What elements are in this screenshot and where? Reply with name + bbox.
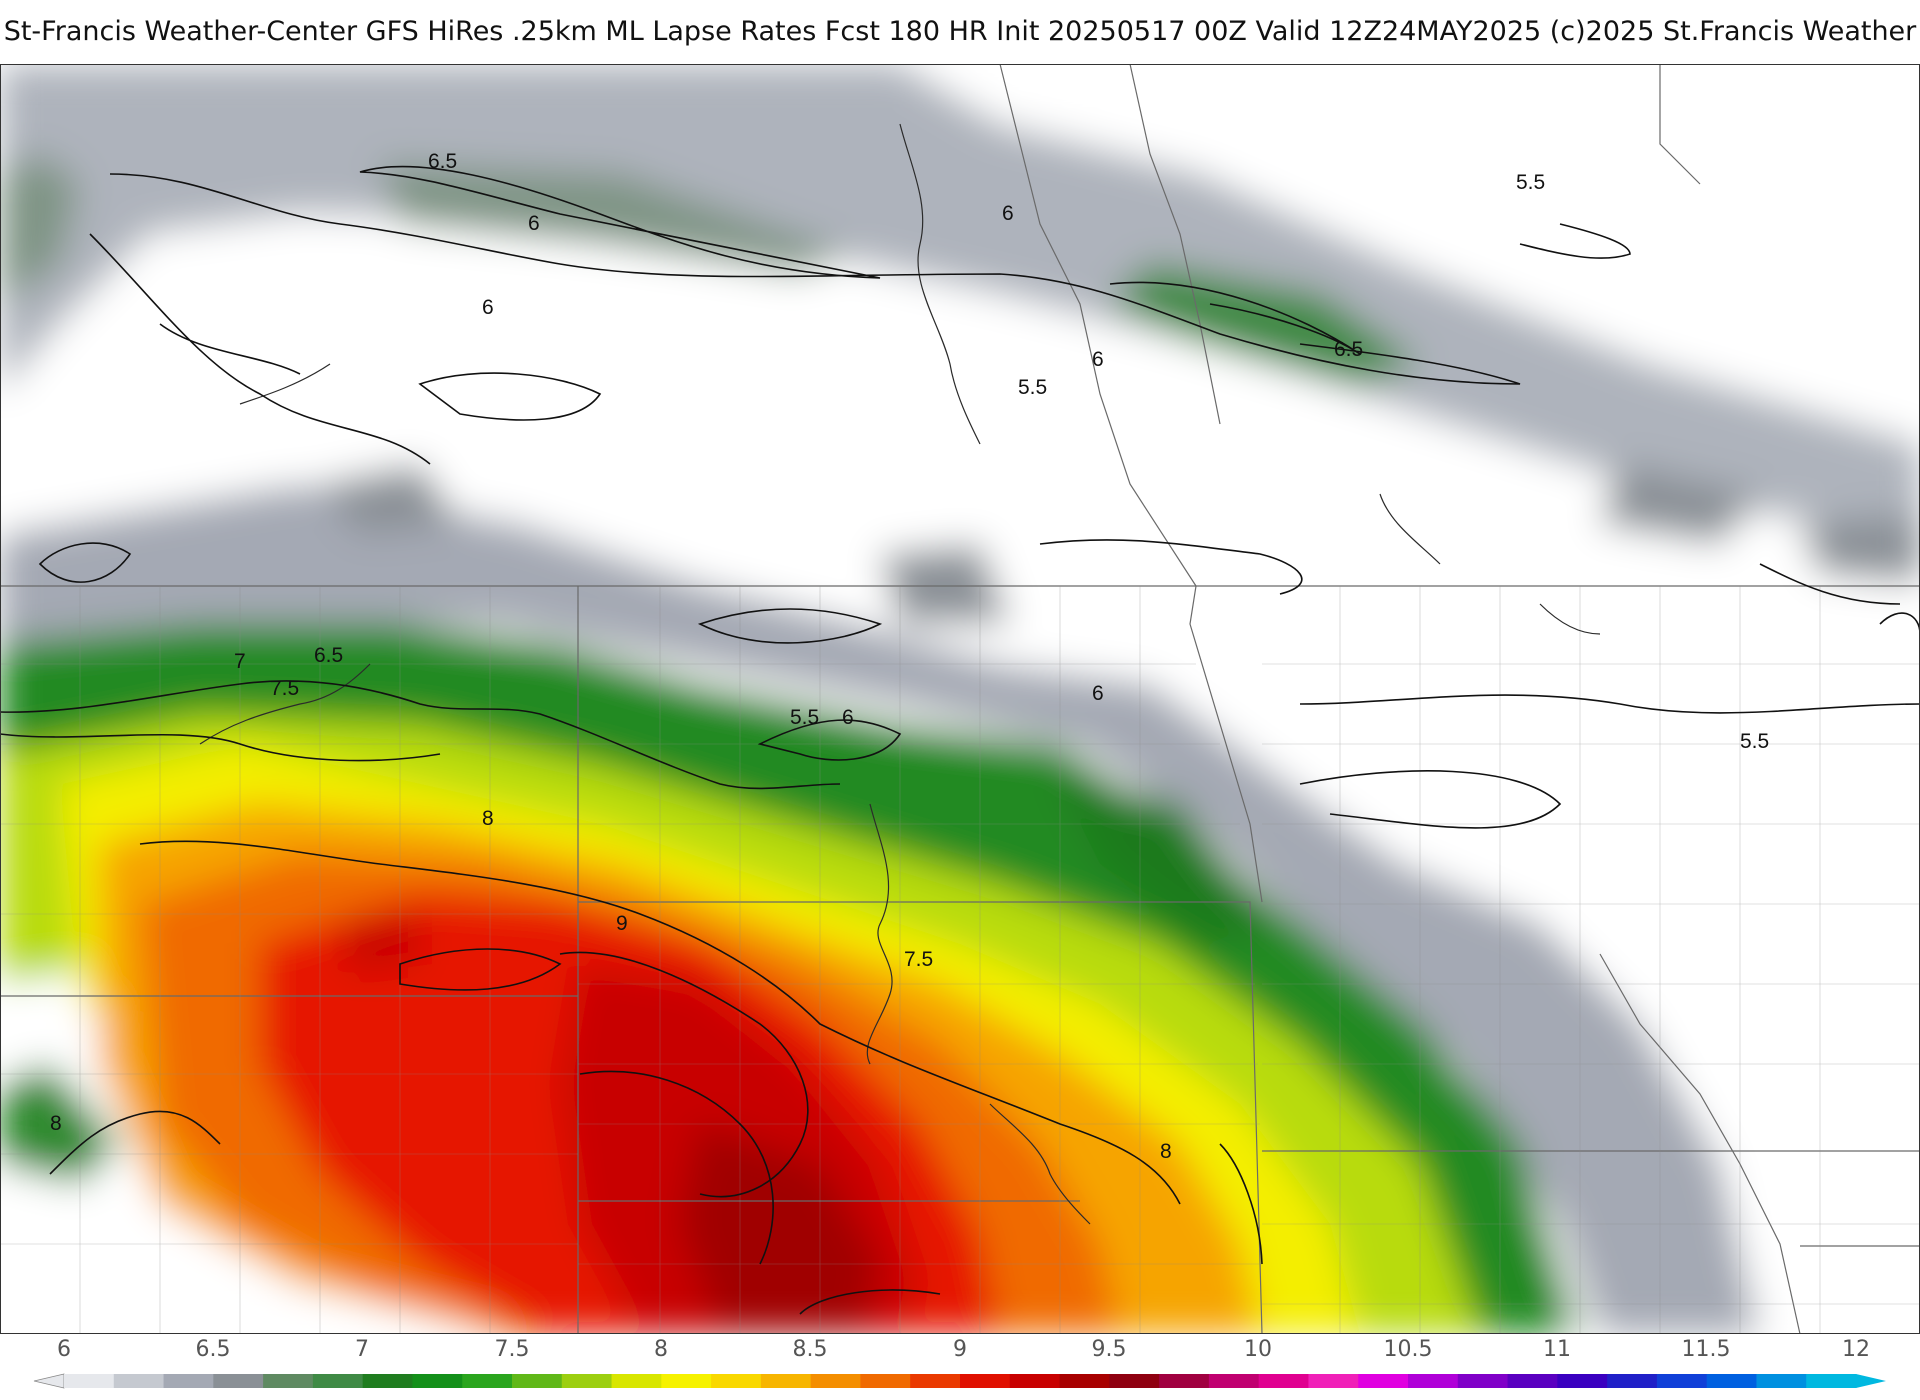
colorbar-tick-labels: 6 6.5 7 7.5 8 8.5 9 9.5 10 10.5 11 11.5 … xyxy=(0,1337,1920,1367)
colorbar-tick: 10 xyxy=(1244,1337,1272,1362)
colorbar-cell xyxy=(312,1374,364,1388)
colorbar-cell xyxy=(760,1374,812,1388)
colorbar-cell xyxy=(860,1374,911,1388)
colorbar-cell xyxy=(213,1374,264,1388)
colorbar-cell xyxy=(711,1374,762,1388)
colorbar-cell xyxy=(810,1374,861,1388)
colorbar-cell xyxy=(263,1374,314,1388)
colorbar-cell xyxy=(362,1374,413,1388)
colorbar-cell xyxy=(611,1374,662,1388)
colorbar-cell xyxy=(661,1374,712,1388)
contour-label: 6.5 xyxy=(1334,338,1363,361)
colorbar-tick: 11 xyxy=(1543,1337,1571,1362)
contour-label: 5.5 xyxy=(1516,171,1545,194)
colorbar-cell xyxy=(412,1374,463,1388)
contour-label: 6 xyxy=(482,296,494,319)
contour-label: 8 xyxy=(1160,1140,1172,1163)
colorbar-cell xyxy=(163,1374,214,1388)
colorbar-cell xyxy=(1557,1374,1608,1388)
colorbar-cell xyxy=(1706,1374,1757,1388)
contour-label: 5.5 xyxy=(1740,730,1769,753)
colorbar-cell xyxy=(1258,1374,1309,1388)
colorbar-tick: 11.5 xyxy=(1681,1337,1731,1362)
colorbar-cell xyxy=(512,1374,563,1388)
map-title: St-Francis Weather-Center GFS HiRes .25k… xyxy=(3,16,1917,47)
colorbar-tick: 9 xyxy=(953,1337,967,1362)
colorbar-cell xyxy=(1308,1374,1359,1388)
colorbar-cell xyxy=(1109,1374,1160,1388)
colorbar-tick: 8 xyxy=(654,1337,668,1362)
contour-label: 7.5 xyxy=(904,948,933,971)
colorbar-arrow-high xyxy=(1856,1374,1886,1388)
colorbar-tick: 10.5 xyxy=(1383,1337,1433,1362)
contour-label: 6 xyxy=(528,212,540,235)
colorbar-cell xyxy=(1208,1374,1260,1388)
contour-label: 6 xyxy=(1092,682,1104,705)
contour-label: 6 xyxy=(1002,202,1014,225)
colorbar-cell xyxy=(462,1374,513,1388)
lapse-rate-map: 6.5 6 6 6 5.5 6 6.5 5.5 7 6.5 7.5 5.5 6 … xyxy=(0,64,1920,1334)
colorbar-cell xyxy=(1507,1374,1558,1388)
colorbar-tick: 12 xyxy=(1842,1337,1870,1362)
colorbar-cell xyxy=(64,1374,115,1388)
contour-label: 6 xyxy=(842,706,854,729)
colorbar-cell xyxy=(1457,1374,1509,1388)
contour-label: 5.5 xyxy=(1018,376,1047,399)
colorbar-arrow-low xyxy=(33,1373,65,1389)
contour-label: 5.5 xyxy=(790,706,819,729)
contour-label: 7.5 xyxy=(270,677,299,700)
colorbar-tick: 7.5 xyxy=(494,1337,530,1362)
colorbar-cells xyxy=(33,1373,1886,1389)
colorbar-cell xyxy=(1806,1374,1857,1388)
colorbar-tick: 7 xyxy=(355,1337,369,1362)
contour-label: 6.5 xyxy=(314,644,343,667)
contour-label-group: 6.5 6 6 6 5.5 6 6.5 5.5 7 6.5 7.5 5.5 6 … xyxy=(50,150,1769,1163)
contour-label: 8 xyxy=(50,1112,62,1135)
contour-label: 7 xyxy=(234,650,246,673)
colorbar-cell xyxy=(1656,1374,1708,1388)
colorbar-cell xyxy=(113,1374,165,1388)
county-grid xyxy=(0,586,1920,1334)
contour-label: 9 xyxy=(616,912,628,935)
colorbar-cell xyxy=(1607,1374,1658,1388)
colorbar-cell xyxy=(561,1374,613,1388)
colorbar-cell xyxy=(1009,1374,1061,1388)
colorbar-cell xyxy=(1358,1374,1409,1388)
colorbar-cell xyxy=(1159,1374,1210,1388)
colorbar-tick: 9.5 xyxy=(1091,1337,1127,1362)
contour-lines xyxy=(0,165,1920,1315)
contour-label: 6 xyxy=(1092,348,1104,371)
colorbar-cell xyxy=(1408,1374,1459,1388)
colorbar xyxy=(33,1373,1886,1389)
colorbar-tick: 6.5 xyxy=(195,1337,231,1362)
water-features xyxy=(199,123,1601,1225)
colorbar-cell xyxy=(910,1374,961,1388)
colorbar-cell xyxy=(1059,1374,1110,1388)
colorbar-cell xyxy=(1756,1374,1807,1388)
colorbar-tick: 8.5 xyxy=(792,1337,828,1362)
contour-label: 6.5 xyxy=(428,150,457,173)
colorbar-cell xyxy=(960,1374,1011,1388)
colorbar-tick: 6 xyxy=(57,1337,71,1362)
contour-label: 8 xyxy=(482,807,494,830)
